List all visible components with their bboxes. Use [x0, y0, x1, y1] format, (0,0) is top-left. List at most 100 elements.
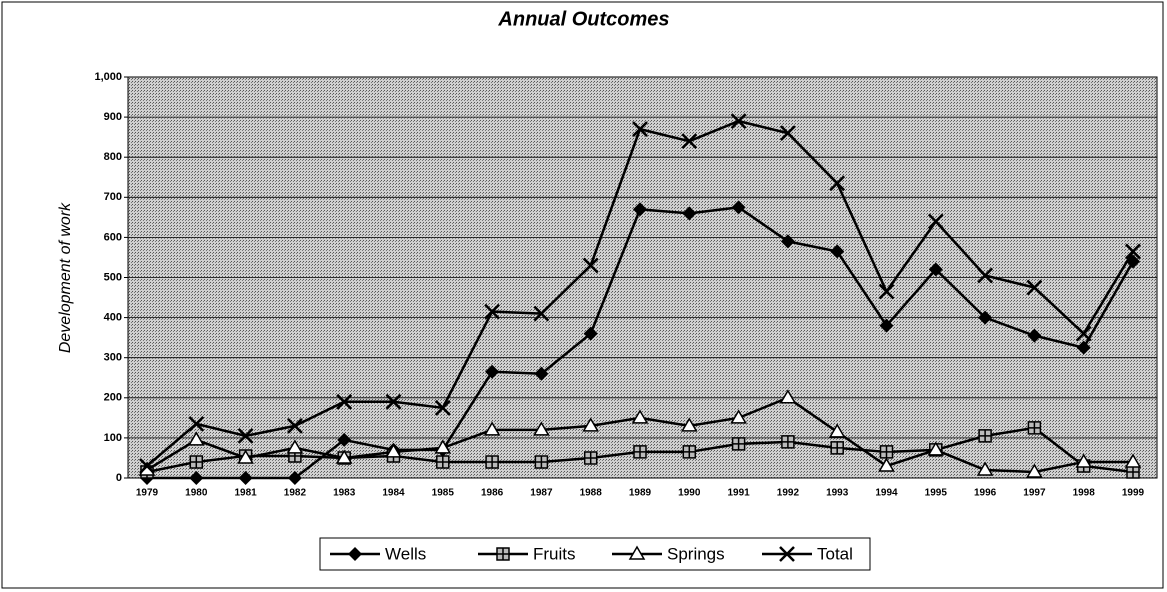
data-point — [385, 443, 402, 458]
data-point — [780, 125, 796, 142]
x-tick-label: 1993 — [826, 488, 849, 499]
data-point — [335, 449, 353, 464]
legend-marker — [779, 546, 795, 562]
data-point — [780, 234, 795, 249]
data-point — [878, 457, 895, 472]
data-point — [337, 432, 352, 447]
data-point — [188, 415, 205, 432]
data-point — [1126, 465, 1140, 479]
data-point — [680, 417, 698, 432]
data-point — [436, 455, 450, 469]
legend-label: Total — [817, 544, 853, 563]
data-point — [976, 461, 994, 476]
y-tick-label: 900 — [104, 111, 122, 123]
x-tick-label: 1984 — [382, 488, 405, 499]
y-tick-label: 600 — [104, 231, 122, 243]
data-point — [1027, 421, 1042, 435]
x-tick-label: 1997 — [1023, 488, 1046, 499]
y-tick-label: 200 — [104, 392, 122, 404]
x-tick-label: 1998 — [1073, 488, 1096, 499]
data-point — [189, 471, 204, 485]
x-tick-label: 1989 — [629, 488, 652, 499]
data-point — [582, 257, 599, 274]
x-tick-label: 1999 — [1122, 488, 1145, 499]
data-point — [632, 121, 648, 138]
data-point — [633, 445, 647, 459]
data-point — [633, 202, 647, 217]
data-point — [189, 455, 204, 469]
data-point — [1026, 279, 1043, 296]
x-tick-label: 1994 — [875, 488, 898, 499]
data-point — [731, 200, 746, 215]
data-point — [1076, 340, 1091, 355]
data-point — [336, 393, 353, 410]
data-point — [879, 445, 894, 459]
y-tick-label: 400 — [104, 312, 122, 324]
data-point — [582, 417, 600, 432]
data-point — [237, 449, 254, 464]
data-point — [682, 445, 697, 459]
data-point — [681, 133, 698, 150]
data-point — [977, 267, 993, 284]
y-tick-label: 0 — [116, 472, 122, 484]
data-point — [139, 458, 155, 474]
data-point — [781, 435, 795, 449]
data-point — [385, 393, 402, 410]
data-point — [731, 437, 746, 451]
data-point — [830, 441, 844, 455]
data-point — [828, 423, 846, 438]
x-tick-label: 1991 — [727, 488, 750, 499]
data-point — [237, 428, 254, 444]
data-point — [434, 399, 451, 416]
x-tick-label: 1981 — [234, 488, 257, 499]
x-tick-label: 1987 — [530, 488, 553, 499]
data-point — [1075, 325, 1092, 342]
data-point — [534, 366, 549, 381]
legend-label: Springs — [667, 544, 725, 563]
data-point — [287, 417, 303, 434]
data-point — [485, 455, 499, 469]
data-point — [187, 431, 205, 446]
y-tick-label: 800 — [104, 151, 122, 163]
data-point — [485, 364, 500, 379]
data-point — [583, 326, 598, 341]
y-tick-label: 300 — [104, 352, 122, 364]
x-tick-label: 1992 — [777, 488, 800, 499]
chart-title: Annual Outcomes — [497, 8, 669, 30]
data-point — [879, 318, 894, 333]
data-point — [1126, 254, 1140, 269]
data-point — [928, 262, 943, 277]
x-tick-label: 1979 — [136, 488, 159, 499]
data-point — [779, 389, 797, 404]
y-tick-label: 700 — [104, 191, 122, 203]
data-point — [730, 409, 747, 424]
data-point — [829, 175, 846, 192]
data-point — [533, 305, 550, 322]
data-point — [238, 471, 253, 485]
x-tick-label: 1990 — [678, 488, 701, 499]
legend-marker — [628, 545, 646, 560]
data-point — [830, 244, 845, 259]
data-point — [1124, 453, 1142, 468]
x-tick-label: 1985 — [432, 488, 455, 499]
x-tick-label: 1995 — [925, 488, 948, 499]
data-point — [631, 409, 649, 424]
x-tick-label: 1996 — [974, 488, 997, 499]
data-point — [434, 439, 452, 454]
data-point — [1026, 463, 1043, 478]
legend-marker — [496, 547, 510, 561]
data-point — [583, 451, 598, 465]
data-point — [287, 471, 302, 485]
data-point — [534, 455, 549, 469]
x-tick-label: 1982 — [284, 488, 307, 499]
legend-label: Wells — [385, 544, 426, 563]
x-tick-label: 1988 — [580, 488, 603, 499]
y-tick-label: 500 — [104, 271, 122, 283]
y-axis-label: Development of work — [57, 202, 74, 353]
data-point — [1125, 243, 1141, 260]
data-point — [1027, 328, 1042, 343]
x-tick-label: 1986 — [481, 488, 504, 499]
x-tick-label: 1983 — [333, 488, 356, 499]
data-point — [484, 303, 500, 320]
